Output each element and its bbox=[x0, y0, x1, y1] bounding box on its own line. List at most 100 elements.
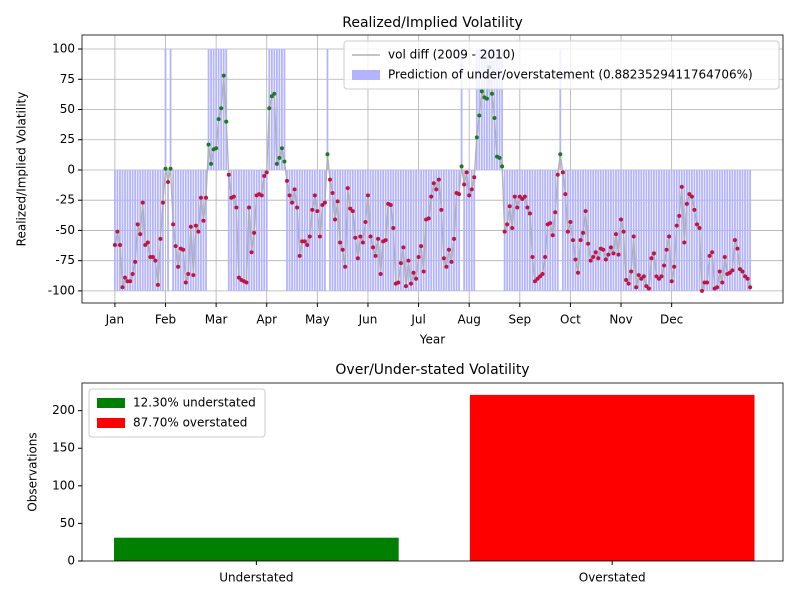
prediction-bar bbox=[539, 169, 541, 291]
y-tick-label: 0 bbox=[67, 162, 75, 176]
prediction-bar bbox=[645, 169, 648, 291]
prediction-bar bbox=[637, 169, 640, 291]
prediction-bar bbox=[192, 169, 195, 291]
prediction-bar bbox=[172, 169, 174, 291]
vol-point bbox=[619, 217, 624, 222]
vol-point bbox=[700, 288, 705, 293]
vol-point bbox=[687, 192, 692, 197]
prediction-bar bbox=[286, 169, 288, 291]
vol-point bbox=[115, 229, 120, 234]
prediction-bar bbox=[397, 169, 400, 291]
prediction-bar bbox=[612, 169, 615, 291]
vol-point bbox=[408, 281, 413, 286]
y-tick-label: 0 bbox=[67, 554, 75, 568]
prediction-bar bbox=[364, 169, 367, 291]
prediction-bar bbox=[592, 169, 595, 291]
vol-point bbox=[535, 276, 540, 281]
vol-point bbox=[140, 200, 145, 205]
vol-point bbox=[287, 193, 292, 198]
vol-point bbox=[358, 234, 363, 239]
vol-point bbox=[489, 91, 494, 96]
vol-point bbox=[616, 252, 621, 257]
vol-point bbox=[406, 258, 411, 263]
prediction-bar bbox=[420, 169, 422, 291]
vol-point bbox=[593, 250, 598, 255]
prediction-bar bbox=[167, 169, 169, 291]
prediction-bar bbox=[731, 169, 734, 291]
vol-point bbox=[520, 196, 525, 201]
prediction-bar bbox=[513, 169, 516, 291]
y-tick-label: 200 bbox=[52, 403, 75, 417]
prediction-bar bbox=[243, 169, 245, 291]
vol-point bbox=[333, 217, 338, 222]
vol-point bbox=[181, 247, 186, 252]
vol-point bbox=[710, 250, 715, 255]
vol-point bbox=[720, 280, 725, 285]
prediction-bar bbox=[255, 169, 258, 291]
prediction-bar bbox=[701, 169, 703, 291]
x-tick-label: Mar bbox=[205, 313, 228, 327]
prediction-bar bbox=[227, 169, 230, 291]
vol-point bbox=[414, 276, 419, 281]
legend-swatch bbox=[97, 398, 125, 408]
prediction-bar bbox=[475, 49, 478, 170]
vol-point bbox=[123, 275, 128, 280]
prediction-bar bbox=[716, 169, 719, 291]
vol-point bbox=[608, 245, 613, 250]
prediction-bar bbox=[339, 169, 342, 291]
prediction-bar bbox=[574, 169, 577, 291]
x-tick-label: Jun bbox=[358, 313, 378, 327]
vol-point bbox=[682, 240, 687, 245]
prediction-bar bbox=[544, 169, 547, 291]
prediction-bar bbox=[354, 169, 357, 291]
prediction-bar bbox=[617, 169, 620, 291]
bar bbox=[469, 394, 755, 561]
y-tick-label: 50 bbox=[60, 102, 75, 116]
vol-point bbox=[596, 256, 601, 261]
prediction-bar bbox=[480, 49, 483, 170]
prediction-bar bbox=[561, 169, 564, 291]
vol-point bbox=[183, 280, 188, 285]
prediction-bar bbox=[728, 169, 731, 291]
vol-point bbox=[452, 236, 457, 241]
legend-label: vol diff (2009 - 2010) bbox=[388, 48, 515, 62]
vol-point bbox=[730, 268, 735, 273]
vol-point bbox=[315, 209, 320, 214]
prediction-bar bbox=[739, 169, 741, 291]
prediction-bar bbox=[240, 169, 243, 291]
vol-point bbox=[279, 146, 284, 151]
prediction-bar bbox=[341, 169, 344, 291]
vol-point bbox=[274, 161, 279, 166]
prediction-bar bbox=[718, 169, 721, 291]
prediction-bar bbox=[415, 169, 417, 291]
prediction-bar bbox=[711, 169, 714, 291]
vol-point bbox=[388, 203, 393, 208]
vol-point bbox=[717, 269, 722, 274]
vol-point bbox=[325, 152, 330, 157]
vol-point bbox=[745, 276, 750, 281]
prediction-bar bbox=[655, 169, 658, 291]
vol-point bbox=[355, 256, 360, 261]
vol-point bbox=[558, 152, 563, 157]
prediction-bar bbox=[250, 169, 253, 291]
vol-point bbox=[340, 247, 345, 252]
y-tick-label: -50 bbox=[55, 223, 75, 237]
vol-point bbox=[543, 255, 548, 260]
prediction-bar bbox=[126, 169, 129, 291]
prediction-bar bbox=[331, 169, 334, 291]
vol-point bbox=[226, 172, 231, 177]
prediction-bar bbox=[265, 169, 268, 291]
prediction-bar bbox=[157, 169, 159, 291]
vol-point bbox=[378, 271, 383, 276]
prediction-bar bbox=[516, 169, 519, 291]
axes-frame bbox=[81, 382, 784, 562]
prediction-bar bbox=[569, 169, 572, 291]
vol-point bbox=[282, 159, 287, 164]
prediction-bar bbox=[463, 169, 466, 291]
vol-point bbox=[143, 242, 148, 247]
vol-point bbox=[674, 223, 679, 228]
prediction-bar bbox=[394, 169, 397, 291]
prediction-bar bbox=[359, 169, 362, 291]
prediction-bar bbox=[518, 169, 521, 291]
prediction-bar bbox=[405, 169, 407, 291]
